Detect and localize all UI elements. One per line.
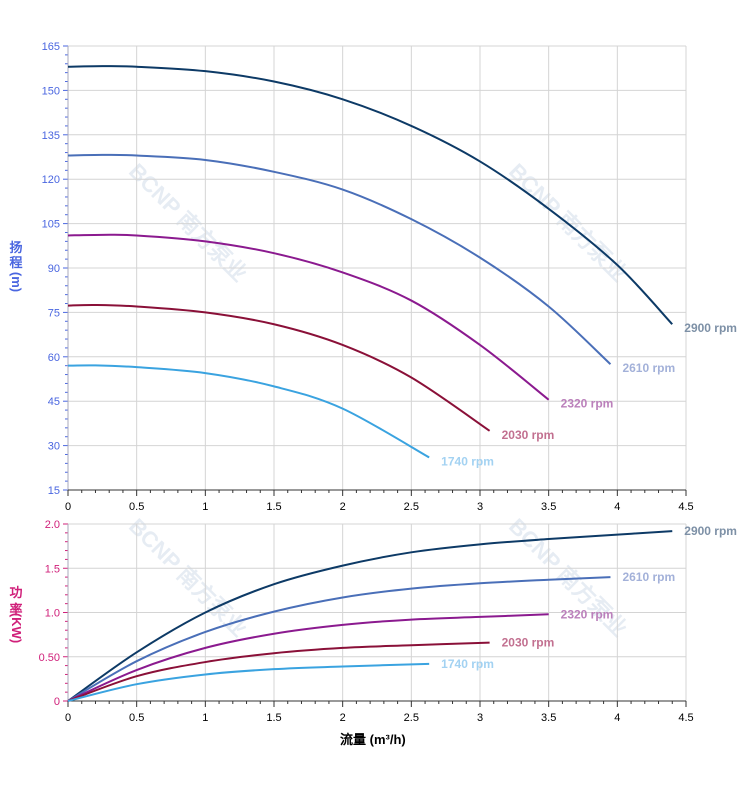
series-line-2610-rpm: [67, 153, 612, 365]
y-tick-label: 60: [48, 352, 60, 364]
watermark: BCNP 南方泵业: [504, 513, 632, 641]
series-label: 2320 rpm: [561, 607, 614, 621]
x-tick-label: 2.5: [404, 712, 419, 724]
y-tick-label: 30: [48, 441, 60, 453]
y-tick-label: 150: [42, 85, 60, 97]
y-tick-label: 120: [42, 174, 60, 186]
x-tick-label: 2: [340, 712, 346, 724]
x-tick-label: 1.5: [266, 712, 281, 724]
series-line-1740-rpm: [67, 662, 430, 702]
x-tick-label: 3: [477, 712, 483, 724]
x-tick-label: 0.5: [129, 712, 144, 724]
y-tick-label: 75: [48, 307, 60, 319]
x-tick-label: 1: [202, 712, 208, 724]
series-line-2030-rpm: [67, 303, 491, 432]
series-label: 1740 rpm: [441, 454, 494, 468]
series-label: 2900 rpm: [684, 524, 737, 538]
x-tick-label: 1: [202, 501, 208, 513]
y-tick-label: 105: [42, 219, 60, 231]
y-tick-label: 45: [48, 396, 60, 408]
x-axis-title: 流量 (m³/h): [340, 732, 406, 747]
x-tick-label: 2: [340, 501, 346, 513]
series-line-2610-rpm: [67, 576, 611, 702]
y-axis-title: 扬: [9, 240, 22, 255]
series-line-2320-rpm: [67, 233, 550, 401]
y-axis-title: 率: [9, 602, 22, 617]
y-tick-label: 90: [48, 263, 60, 275]
x-tick-label: 0: [65, 501, 71, 513]
y-tick-label: 135: [42, 130, 60, 142]
x-tick-label: 0.5: [129, 501, 144, 513]
x-tick-label: 4.5: [678, 712, 693, 724]
series-line-1740-rpm: [67, 364, 430, 459]
watermark: BCNP 南方泵业: [124, 158, 252, 286]
y-tick-label: 15: [48, 485, 60, 497]
y-tick-label: 1.5: [45, 563, 60, 575]
x-tick-label: 2.5: [404, 501, 419, 513]
series-label: 1740 rpm: [441, 657, 494, 671]
series-line-2030-rpm: [67, 641, 490, 702]
series-label: 2610 rpm: [622, 361, 675, 375]
y-tick-label: 0.50: [39, 652, 60, 664]
series-line-2900-rpm: [67, 530, 673, 702]
x-tick-label: 3.5: [541, 712, 556, 724]
y-tick-label: 1.0: [45, 608, 60, 620]
x-tick-label: 4: [614, 501, 620, 513]
y-tick-label: 2.0: [45, 519, 60, 531]
series-line-2320-rpm: [67, 613, 549, 702]
series-label: 2900 rpm: [684, 321, 737, 335]
y-axis-title: 程: [9, 255, 22, 270]
x-tick-label: 4.5: [678, 501, 693, 513]
y-axis-title: (m): [9, 272, 24, 292]
x-tick-label: 0: [65, 712, 71, 724]
y-axis-title: 功: [9, 585, 22, 600]
y-tick-label: 0: [54, 696, 60, 708]
x-tick-label: 4: [614, 712, 620, 724]
x-tick-label: 1.5: [266, 501, 281, 513]
series-line-2900-rpm: [67, 65, 674, 325]
series-label: 2320 rpm: [561, 397, 614, 411]
y-axis-title: (KW): [9, 613, 24, 643]
x-tick-label: 3: [477, 501, 483, 513]
y-tick-label: 165: [42, 41, 60, 53]
series-label: 2610 rpm: [622, 570, 675, 584]
series-label: 2030 rpm: [502, 636, 555, 650]
series-label: 2030 rpm: [502, 428, 555, 442]
x-tick-label: 3.5: [541, 501, 556, 513]
